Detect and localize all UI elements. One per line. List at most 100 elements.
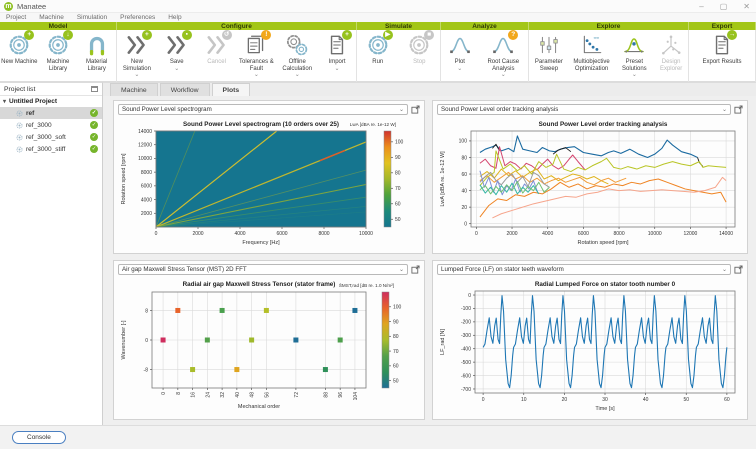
chevron-down-icon: ⌄ xyxy=(294,72,300,78)
open-external-icon[interactable] xyxy=(411,265,420,274)
tab-plots[interactable]: Plots xyxy=(211,83,251,96)
chevron-down-icon: ⌄ xyxy=(500,72,506,78)
console-button[interactable]: Console xyxy=(12,431,66,444)
offline-calculation-button[interactable]: Offline Calculation ⌄ xyxy=(276,30,318,82)
ribbon-button-label: Root Cause Analysis xyxy=(487,59,520,72)
ribbon-group-label-analyze: Analyze xyxy=(441,22,529,30)
machine-library-button[interactable]: ↓ Machine Library xyxy=(39,30,78,82)
open-external-icon[interactable] xyxy=(411,105,420,114)
svg-text:10000: 10000 xyxy=(648,231,662,237)
ribbon-button-label: Material Library xyxy=(86,59,108,72)
import-button[interactable]: + Import ⌄ xyxy=(318,30,356,82)
plot-button[interactable]: Plot ⌄ xyxy=(441,30,479,82)
tab-machine[interactable]: Machine xyxy=(110,83,158,96)
ribbon-button-label: Design Explorer xyxy=(659,59,683,72)
multiobjective-optimization-button[interactable]: Multiobjective Optimization xyxy=(569,30,615,82)
sliders-icon xyxy=(537,33,561,57)
menu-help[interactable]: Help xyxy=(168,14,182,21)
plus-badge-icon: + xyxy=(24,30,35,40)
tolerances-fault-button[interactable]: ! Tolerances & Fault ⌄ xyxy=(236,30,276,82)
svg-text:100: 100 xyxy=(395,140,404,146)
svg-text:-500: -500 xyxy=(461,360,471,366)
menu-preferences[interactable]: Preferences xyxy=(120,14,156,21)
svg-text:2000: 2000 xyxy=(192,231,203,237)
svg-text:20: 20 xyxy=(562,397,568,403)
menu-simulation[interactable]: Simulation xyxy=(76,14,108,21)
menu-project[interactable]: Project xyxy=(6,14,27,21)
console-bar: Console xyxy=(0,425,756,449)
svg-text:-200: -200 xyxy=(461,320,471,326)
chevron-down-icon: ⌄ xyxy=(457,65,463,72)
plot-select-2[interactable]: Air gap Maxwell Stress Tensor (MST) 2D F… xyxy=(118,264,408,275)
tree-item-ref_3000_soft[interactable]: ref_3000_soft ✓ xyxy=(0,131,102,143)
svg-text:0: 0 xyxy=(161,392,167,395)
chart-3: 0 10 20 30 40 50 60 0 -100 -200 -300 -400 -500 -600 -7… xyxy=(437,278,745,423)
open-external-icon[interactable] xyxy=(734,265,743,274)
svg-text:50: 50 xyxy=(395,217,401,223)
open-external-icon[interactable] xyxy=(734,105,743,114)
svg-text:6000: 6000 xyxy=(276,231,287,237)
tree-item-ref_3000[interactable]: ref_3000 ✓ xyxy=(0,119,102,131)
maximize-button[interactable]: ▢ xyxy=(719,2,728,11)
tree-item-ref_3000_stiff[interactable]: ref_3000_stiff ✓ xyxy=(0,143,102,155)
ribbon-group-model: + New Machine ↓ Machine Library Material Lib… xyxy=(0,30,117,82)
sim-icon: ▪ xyxy=(165,30,192,57)
svg-text:LwA [dBA re. 1e-12 W]: LwA [dBA re. 1e-12 W] xyxy=(440,151,446,207)
plot-select-label: Air gap Maxwell Stress Tensor (MST) 2D F… xyxy=(122,266,247,273)
plot-select-3[interactable]: Lumped Force (LF) on stator teeth wavefo… xyxy=(437,264,731,275)
svg-text:0: 0 xyxy=(464,221,467,227)
material-library-button[interactable]: Material Library xyxy=(77,30,116,82)
export-results-button[interactable]: → Export Results xyxy=(689,30,755,82)
plot-panel-3: Lumped Force (LF) on stator teeth wavefo… xyxy=(432,260,748,420)
svg-text:-300: -300 xyxy=(461,333,471,339)
chevron-down-icon: ⌄ xyxy=(253,72,259,78)
preset-solutions-button[interactable]: Preset Solutions ⌄ xyxy=(614,30,654,82)
ribbon-button-label: Offline Calculation xyxy=(282,59,313,72)
play-badge-icon: ▶ xyxy=(382,30,393,40)
svg-text:12000: 12000 xyxy=(138,143,152,149)
stop-button: ■ Stop xyxy=(399,30,441,82)
ribbon-button-label: Parameter Sweep xyxy=(534,59,563,72)
ribbon-button-label: Stop xyxy=(413,59,426,65)
new-simulation-button[interactable]: + New Simulation ⌄ xyxy=(117,30,157,82)
svg-text:60: 60 xyxy=(724,397,730,403)
menu-bar: Project Machine Simulation Preferences Help xyxy=(0,13,756,22)
close-button[interactable]: ✕ xyxy=(743,2,750,11)
parameter-sweep-button[interactable]: Parameter Sweep xyxy=(529,30,569,82)
warn-badge-icon: ! xyxy=(261,30,272,40)
save-button[interactable]: ▪ Save ⌄ xyxy=(157,30,197,82)
menu-machine[interactable]: Machine xyxy=(39,14,64,21)
tab-workflow[interactable]: Workflow xyxy=(159,83,210,96)
svg-text:-600: -600 xyxy=(461,373,471,379)
svg-text:Rotation speed [rpm]: Rotation speed [rpm] xyxy=(577,240,629,246)
svg-text:8000: 8000 xyxy=(318,231,329,237)
sim-icon: ↺ xyxy=(205,30,232,57)
plot-select-1[interactable]: Sound Power Level order tracking analysi… xyxy=(437,104,731,115)
project-list-title: Project list xyxy=(4,85,36,93)
svg-text:Frequency [Hz]: Frequency [Hz] xyxy=(242,240,280,246)
tree-item-ref[interactable]: ref ✓ xyxy=(0,107,102,119)
machine-icon xyxy=(16,109,23,117)
check-icon: ✓ xyxy=(90,145,98,153)
plus-badge-icon: + xyxy=(141,30,152,40)
svg-text:80: 80 xyxy=(395,171,401,177)
detach-panel-icon[interactable] xyxy=(91,86,98,92)
svg-text:100: 100 xyxy=(459,139,468,145)
svg-text:8: 8 xyxy=(176,392,182,395)
new-machine-button[interactable]: + New Machine xyxy=(0,30,39,82)
gear-icon: ↓ xyxy=(46,30,73,57)
svg-text:80: 80 xyxy=(393,334,399,340)
svg-text:88: 88 xyxy=(323,392,329,398)
svg-text:Rotation speed [rpm]: Rotation speed [rpm] xyxy=(121,153,127,205)
root-cause-analysis-button[interactable]: ? Root Cause Analysis ⌄ xyxy=(479,30,528,82)
gear-icon: ▶ xyxy=(366,30,393,57)
run-button[interactable]: ▶ Run xyxy=(357,30,399,82)
plot-select-0[interactable]: Sound Power Level spectrogram ⌄ xyxy=(118,104,408,115)
ribbon-group-label-simulate: Simulate xyxy=(357,22,441,30)
ribbon-button-label: Run xyxy=(372,59,384,65)
project-tree-root[interactable]: ▾ Untitled Project xyxy=(0,96,102,107)
chevron-down-icon: ⌄ xyxy=(631,72,637,78)
pareto-icon xyxy=(580,33,604,57)
svg-text:Wavenumber [-]: Wavenumber [-] xyxy=(121,320,127,359)
minimize-button[interactable]: – xyxy=(699,2,704,11)
